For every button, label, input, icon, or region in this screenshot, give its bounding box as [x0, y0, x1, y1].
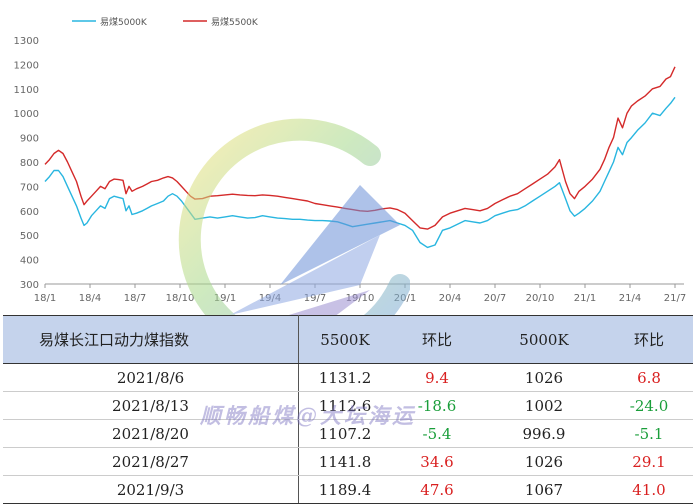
header-change-5000k: 环比: [605, 315, 693, 364]
x-tick-label: 19/1: [214, 293, 236, 304]
x-tick-label: 20/1: [394, 293, 416, 304]
y-tick-label: 400: [20, 256, 39, 267]
header-index-name: 易煤长江口动力煤指数: [3, 315, 299, 364]
x-tick-label: 20/10: [526, 293, 555, 304]
x-tick-label: 19/10: [346, 293, 375, 304]
cell-change-5000k: 41.0: [605, 475, 693, 504]
cell-change-5500k: 34.6: [391, 447, 483, 476]
table-row: 2021/9/3 1189.4 47.6 1067 41.0: [3, 475, 693, 504]
y-tick-label: 600: [20, 207, 39, 218]
header-5000k: 5000K: [483, 315, 605, 364]
y-tick-label: 800: [20, 158, 39, 169]
y-tick-label: 1000: [14, 109, 39, 120]
coal-index-table: 易煤长江口动力煤指数 5500K 环比 5000K 环比 2021/8/6 11…: [3, 315, 693, 504]
y-tick-label: 700: [20, 182, 39, 193]
cell-date: 2021/9/3: [3, 475, 299, 504]
x-tick-label: 18/10: [166, 293, 195, 304]
x-tick-label: 21/1: [574, 293, 596, 304]
table-row: 2021/8/20 1107.2 -5.4 996.9 -5.1: [3, 419, 693, 448]
cell-change-5500k: 9.4: [391, 363, 483, 392]
cell-change-5000k: 6.8: [605, 363, 693, 392]
cell-date: 2021/8/6: [3, 363, 299, 392]
cell-date: 2021/8/20: [3, 419, 299, 448]
legend-label: 易煤5000K: [100, 16, 148, 28]
y-tick-label: 900: [20, 134, 39, 145]
cell-5000k: 1026: [483, 363, 605, 392]
y-tick-label: 300: [20, 280, 39, 291]
cell-5000k: 1067: [483, 475, 605, 504]
header-5500k: 5500K: [298, 315, 391, 364]
cell-change-5000k: -24.0: [605, 391, 693, 420]
cell-change-5000k: -5.1: [605, 419, 693, 448]
x-tick-label: 19/7: [304, 293, 326, 304]
series-line-5000k: [44, 96, 676, 249]
x-tick-label: 21/4: [619, 293, 641, 304]
x-tick-label: 18/1: [34, 293, 56, 304]
cell-5500k: 1131.2: [298, 363, 391, 392]
y-tick-label: 1200: [14, 60, 39, 71]
y-tick-label: 500: [20, 231, 39, 242]
x-tick-label: 18/7: [124, 293, 146, 304]
cell-change-5000k: 29.1: [605, 447, 693, 476]
cell-date: 2021/8/27: [3, 447, 299, 476]
y-tick-label: 1100: [14, 85, 39, 96]
header-change-5500k: 环比: [391, 315, 483, 364]
table-row: 2021/8/27 1141.8 34.6 1026 29.1: [3, 447, 693, 476]
cell-change-5500k: 47.6: [391, 475, 483, 504]
line-chart: 300 400 500 600 700 800 900 1000 1100 1200 1300 18/…: [14, 16, 687, 304]
x-tick-label: 19/4: [259, 293, 281, 304]
cell-5500k: 1141.8: [298, 447, 391, 476]
cell-5500k: 1107.2: [298, 419, 391, 448]
cell-5500k: 1112.6: [298, 391, 391, 420]
cell-change-5500k: -18.6: [391, 391, 483, 420]
cell-change-5500k: -5.4: [391, 419, 483, 448]
table-row: 2021/8/13 1112.6 -18.6 1002 -24.0: [3, 391, 693, 420]
cell-5500k: 1189.4: [298, 475, 391, 504]
cell-date: 2021/8/13: [3, 391, 299, 420]
x-tick-label: 21/7: [664, 293, 686, 304]
cell-5000k: 1026: [483, 447, 605, 476]
table-row: 2021/8/6 1131.2 9.4 1026 6.8: [3, 363, 693, 392]
cell-5000k: 1002: [483, 391, 605, 420]
x-tick-label: 18/4: [79, 293, 101, 304]
x-tick-label: 20/4: [439, 293, 461, 304]
y-tick-label: 1300: [14, 36, 39, 47]
x-tick-label: 20/7: [484, 293, 506, 304]
cell-5000k: 996.9: [483, 419, 605, 448]
table-header-row: 易煤长江口动力煤指数 5500K 环比 5000K 环比: [3, 315, 693, 364]
legend-label: 易煤5500K: [211, 16, 259, 28]
series-line-5500k: [44, 66, 676, 230]
